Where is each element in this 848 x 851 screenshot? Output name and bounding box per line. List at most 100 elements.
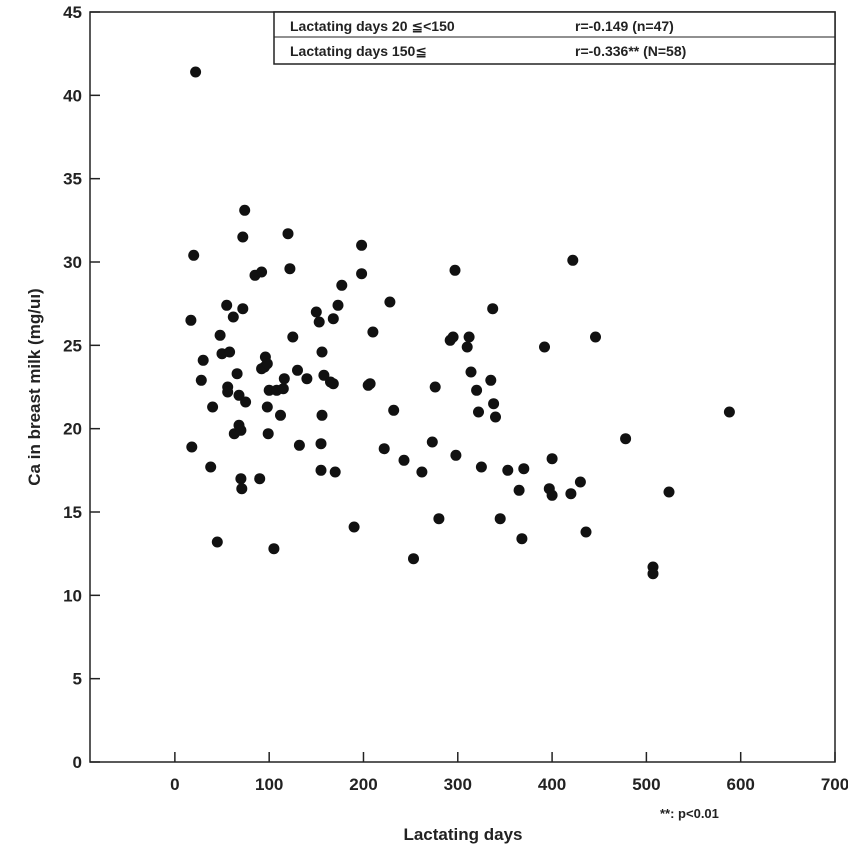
data-point — [292, 364, 303, 376]
data-point — [278, 373, 290, 385]
data-point — [221, 299, 233, 311]
data-point — [261, 358, 273, 370]
y-tick-label: 30 — [63, 253, 82, 272]
data-point — [316, 409, 328, 421]
data-point — [211, 536, 223, 548]
x-tick-label: 200 — [349, 775, 377, 794]
significance-footnote: **: p<0.01 — [660, 806, 719, 821]
data-point — [518, 463, 530, 475]
data-point — [256, 266, 268, 278]
y-tick-label: 35 — [63, 170, 82, 189]
data-point — [277, 383, 289, 395]
data-point — [447, 331, 459, 343]
y-tick-label: 5 — [73, 670, 82, 689]
data-point — [471, 384, 483, 396]
data-point — [313, 316, 325, 328]
data-point — [426, 436, 438, 448]
data-point — [565, 488, 577, 500]
data-point — [310, 306, 322, 318]
x-tick-label: 400 — [538, 775, 566, 794]
x-tick-label: 0 — [170, 775, 179, 794]
data-point — [284, 263, 296, 275]
data-point — [287, 331, 299, 343]
data-point — [237, 231, 249, 243]
data-point — [275, 409, 286, 421]
data-point — [190, 66, 202, 78]
data-point — [398, 454, 410, 466]
data-point — [205, 461, 217, 473]
data-point — [663, 486, 675, 498]
data-point — [364, 378, 376, 390]
data-point — [262, 428, 274, 440]
data-point — [329, 466, 341, 478]
data-point — [580, 526, 592, 538]
data-point — [429, 381, 441, 393]
legend-row-2-stat: r=-0.336** (N=58) — [575, 43, 686, 59]
data-point — [224, 346, 236, 358]
y-axis: 0 5 10 15 20 25 30 35 40 45 — [63, 3, 100, 772]
data-point — [197, 354, 209, 366]
data-point — [546, 489, 558, 501]
data-point — [332, 299, 344, 311]
x-tick-label: 600 — [727, 775, 755, 794]
data-point — [318, 369, 330, 381]
data-point — [261, 401, 273, 413]
data-point — [231, 368, 243, 380]
data-point — [465, 366, 477, 378]
data-point — [367, 326, 379, 338]
data-point — [473, 406, 484, 418]
data-point — [590, 331, 601, 343]
data-point — [475, 461, 487, 473]
data-point — [516, 533, 528, 545]
data-point — [487, 303, 499, 315]
legend-row-1-stat: r=-0.149 (n=47) — [575, 18, 674, 34]
data-point — [388, 404, 400, 416]
data-point — [227, 311, 239, 323]
data-point — [574, 476, 586, 488]
data-point — [254, 473, 266, 485]
data-point — [567, 254, 579, 266]
legend-row-2-label: Lactating days 150≦ — [290, 43, 427, 59]
data-point — [195, 374, 207, 386]
data-point — [207, 401, 219, 413]
data-point — [185, 314, 197, 326]
x-axis: 0 100 200 300 400 500 600 700 — [170, 752, 848, 794]
x-tick-label: 100 — [255, 775, 283, 794]
legend-row-1-label: Lactating days 20 ≦<150 — [290, 18, 455, 34]
data-point — [356, 239, 368, 251]
data-point — [222, 386, 234, 398]
data-point — [233, 389, 245, 401]
data-point — [408, 553, 419, 565]
y-tick-label: 20 — [63, 420, 82, 439]
data-point — [239, 204, 251, 216]
data-point — [348, 521, 360, 533]
data-point — [461, 341, 473, 353]
data-point — [235, 424, 247, 436]
data-point — [293, 439, 305, 451]
plot-frame — [89, 11, 836, 763]
y-tick-label: 25 — [63, 336, 82, 355]
data-point — [336, 279, 348, 291]
x-tick-label: 500 — [632, 775, 660, 794]
data-point — [237, 303, 249, 315]
data-point — [416, 466, 428, 478]
data-point — [315, 438, 327, 450]
data-point — [214, 329, 226, 341]
data-point — [485, 374, 497, 386]
y-tick-label: 45 — [63, 3, 82, 22]
x-tick-label: 700 — [821, 775, 848, 794]
data-point — [236, 483, 248, 495]
y-axis-title: Ca in breast milk (mg/uı) — [25, 288, 44, 485]
data-point — [356, 268, 368, 280]
data-points — [185, 66, 735, 580]
data-point — [546, 453, 558, 465]
data-point — [513, 484, 525, 496]
y-tick-label: 15 — [63, 503, 82, 522]
data-point — [620, 433, 632, 445]
data-point — [268, 543, 280, 555]
data-point — [315, 464, 327, 476]
data-point — [723, 406, 735, 418]
data-point — [240, 396, 252, 408]
x-axis-title: Lactating days — [403, 825, 522, 844]
data-point — [647, 568, 659, 580]
